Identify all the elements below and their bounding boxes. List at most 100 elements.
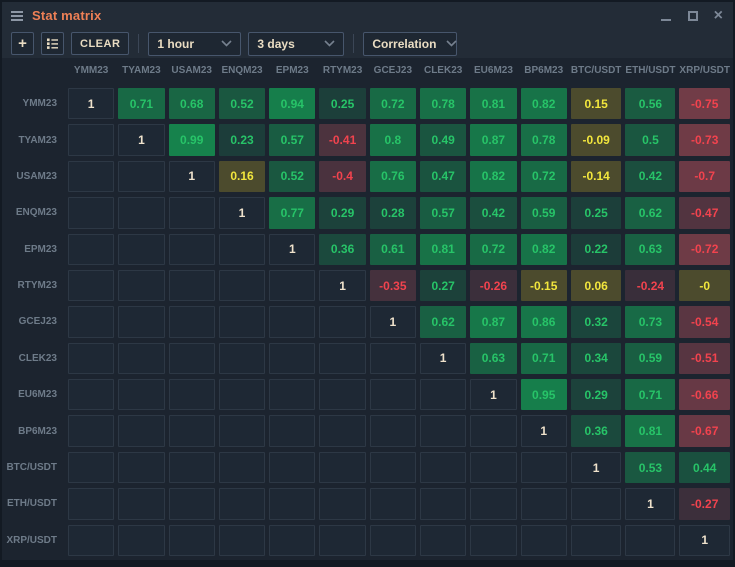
column-header: ENQM23 xyxy=(221,65,263,76)
period-select[interactable]: 3 days xyxy=(248,31,345,56)
matrix-cell: 0.81 xyxy=(470,88,517,120)
matrix-cell xyxy=(118,197,165,229)
add-button[interactable]: + xyxy=(11,32,34,55)
timeframe-select[interactable]: 1 hour xyxy=(148,31,242,56)
window-title: Stat matrix xyxy=(32,8,102,23)
matrix-cell xyxy=(319,379,366,411)
matrix-cell: 0.82 xyxy=(520,233,567,265)
matrix-cell xyxy=(68,197,115,229)
matrix-cell: 0.47 xyxy=(420,160,467,193)
matrix-cell: -0.26 xyxy=(470,269,517,302)
matrix-cell: 1 xyxy=(168,160,215,193)
matrix-cell xyxy=(369,379,416,411)
matrix-cell: 0.86 xyxy=(520,306,567,338)
matrix-cell xyxy=(520,488,567,520)
menu-icon[interactable] xyxy=(11,10,23,21)
matrix-cell xyxy=(570,524,622,556)
matrix-cell: -0.75 xyxy=(679,88,730,120)
matrix-cell: -0.66 xyxy=(679,379,730,411)
matrix-cell: 0.62 xyxy=(420,306,467,338)
matrix-cell: 0.27 xyxy=(420,269,467,302)
matrix-cell: 0.82 xyxy=(470,160,517,193)
matrix-cell: -0.73 xyxy=(679,124,730,156)
matrix-cell: 0.28 xyxy=(369,197,416,229)
matrix-cell: 0.81 xyxy=(420,233,467,265)
matrix-cell: -0.51 xyxy=(679,342,730,375)
matrix-cell: 0.44 xyxy=(679,451,730,484)
matrix-cell xyxy=(118,379,165,411)
matrix-cell: 0.68 xyxy=(168,88,215,120)
matrix-cell xyxy=(68,306,115,338)
matrix-cell: 0.82 xyxy=(520,88,567,120)
matrix-cell: 0.63 xyxy=(470,342,517,375)
matrix-cell: 1 xyxy=(218,197,266,229)
matrix-cell xyxy=(68,524,115,556)
matrix-cell xyxy=(168,379,215,411)
matrix-cell xyxy=(168,524,215,556)
matrix-cell: -0.35 xyxy=(369,269,416,302)
matrix-cell: 0.15 xyxy=(570,88,622,120)
matrix-cell: 0.63 xyxy=(625,233,676,265)
matrix-cell xyxy=(269,379,316,411)
row-label: BTC/USDT xyxy=(6,462,57,474)
maximize-icon[interactable] xyxy=(687,10,699,22)
period-value: 3 days xyxy=(257,36,295,51)
matrix-cell: 0.52 xyxy=(218,88,266,120)
matrix-cell xyxy=(118,269,165,302)
matrix-cell: 0.73 xyxy=(625,306,676,338)
column-header: USAM23 xyxy=(171,65,212,76)
matrix-cell: 0.22 xyxy=(570,233,622,265)
matrix-cell: 0.53 xyxy=(625,451,676,484)
matrix-cell xyxy=(369,415,416,447)
matrix-cell xyxy=(218,233,266,265)
column-header: TYAM23 xyxy=(122,65,161,76)
matrix-cell xyxy=(420,451,467,484)
chevron-down-icon xyxy=(314,40,335,47)
matrix-cell xyxy=(68,233,115,265)
metric-select[interactable]: Correlation xyxy=(363,31,458,56)
matrix-cell xyxy=(269,524,316,556)
matrix-cell xyxy=(319,524,366,556)
minimize-icon[interactable] xyxy=(660,10,672,22)
matrix-cell: 1 xyxy=(68,88,115,120)
matrix-cell xyxy=(168,342,215,375)
matrix-cell: 0.32 xyxy=(570,306,622,338)
matrix-cell: 0.87 xyxy=(470,124,517,156)
matrix-cell: 0.36 xyxy=(319,233,366,265)
matrix-cell xyxy=(420,524,467,556)
matrix-cell: -0.72 xyxy=(679,233,730,265)
matrix-cell: -0.09 xyxy=(570,124,622,156)
list-button[interactable] xyxy=(41,32,64,55)
matrix-cell: 1 xyxy=(420,342,467,375)
matrix-cell: 0.57 xyxy=(420,197,467,229)
clear-button[interactable]: CLEAR xyxy=(71,32,130,55)
close-icon[interactable]: × xyxy=(713,6,723,24)
row-label: CLEK23 xyxy=(18,352,57,364)
column-header: EU6M23 xyxy=(473,65,513,76)
matrix-cell: 1 xyxy=(679,524,730,556)
matrix-cell: 0.61 xyxy=(369,233,416,265)
matrix-cell: 1 xyxy=(319,269,366,302)
matrix-cell xyxy=(218,415,266,447)
matrix-cell: 0.8 xyxy=(369,124,416,156)
matrix-cell: -0.27 xyxy=(679,488,730,520)
matrix-cell xyxy=(68,451,115,484)
matrix-cell: 0.62 xyxy=(625,197,676,229)
row-label: EPM23 xyxy=(24,243,57,255)
correlation-matrix: YMM23 TYAM23 USAM23 ENQM23 EPM23 RTYM23 GCEJ23… xyxy=(2,58,733,560)
matrix-cell xyxy=(68,415,115,447)
matrix-cell xyxy=(319,488,366,520)
column-header: CLEK23 xyxy=(423,65,463,76)
matrix-cell xyxy=(68,124,115,156)
matrix-cell xyxy=(118,524,165,556)
matrix-cell: 0.36 xyxy=(570,415,622,447)
matrix-cell xyxy=(218,379,266,411)
matrix-cell: 0.56 xyxy=(625,88,676,120)
matrix-cell xyxy=(319,415,366,447)
matrix-cell xyxy=(168,306,215,338)
matrix-cell: -0.14 xyxy=(570,160,622,193)
matrix-cell: 0.06 xyxy=(570,269,622,302)
row-label: USAM23 xyxy=(16,170,57,182)
row-label: YMM23 xyxy=(22,98,57,110)
matrix-cell xyxy=(218,342,266,375)
